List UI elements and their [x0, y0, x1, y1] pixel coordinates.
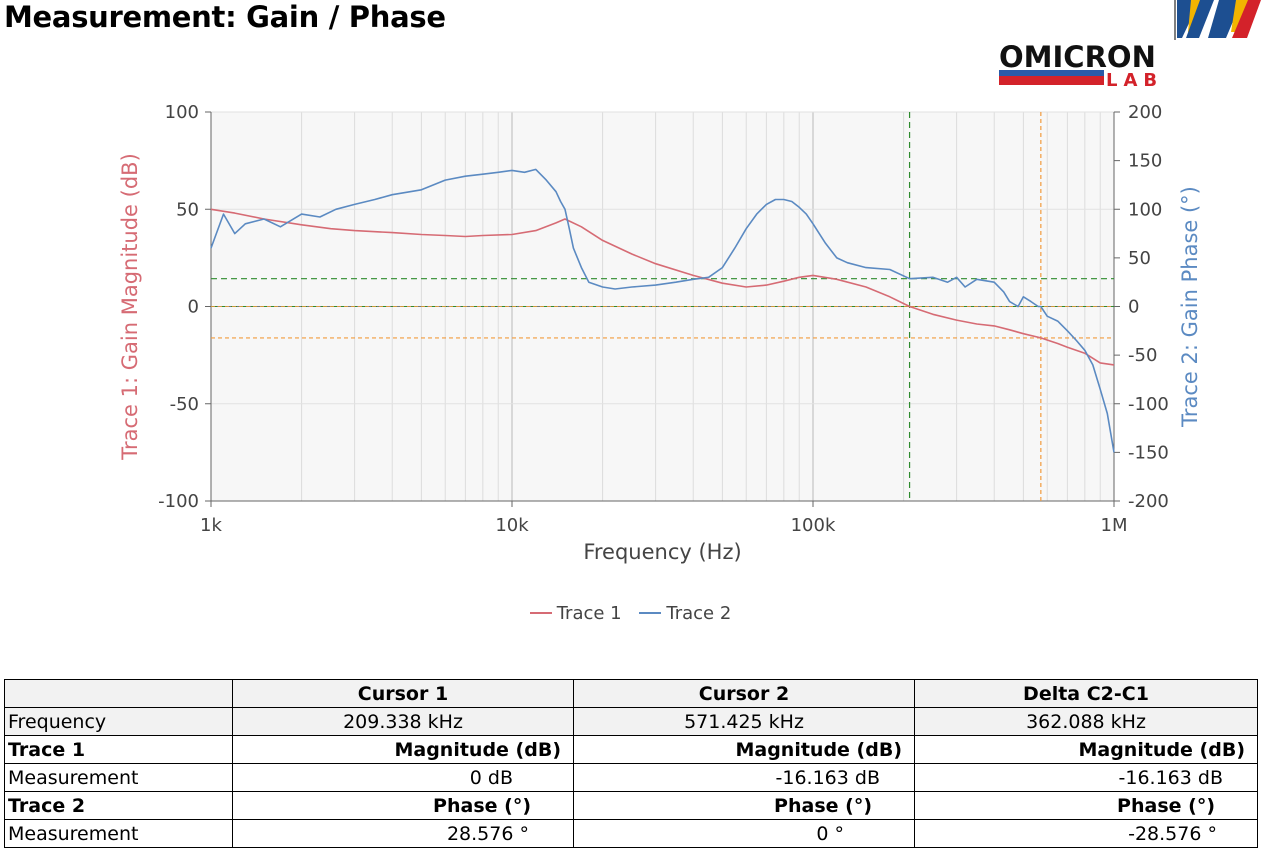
trace2-unit-delta: Phase (°) [914, 791, 1258, 820]
y-right-tick-label: 50 [1128, 248, 1151, 269]
table-row-trace1-measurement: Measurement 0 dB -16.163 dB -16.163 dB [4, 763, 1258, 792]
x-tick-label: 1M [1101, 515, 1128, 536]
y-axis-right-title: Trace 2: Gain Phase (°) [1178, 186, 1202, 428]
logo-text-omicron: OMICRON [999, 40, 1156, 74]
y-right-tick-label: 0 [1128, 297, 1139, 318]
chart-legend: Trace 1 Trace 2 [0, 598, 1261, 624]
trace1-value-cursor1: 0 dB [232, 763, 574, 792]
table-header-cursor2: Cursor 2 [573, 679, 915, 708]
table-header-row: Cursor 1 Cursor 2 Delta C2-C1 [4, 679, 1258, 708]
y-right-tick-label: -200 [1128, 491, 1169, 512]
legend-item-trace1: Trace 1 [529, 602, 622, 624]
y-right-tick-label: -100 [1128, 394, 1169, 415]
legend-label-trace2: Trace 2 [666, 602, 732, 624]
legend-label-trace1: Trace 1 [556, 602, 622, 624]
row-label-frequency: Frequency [4, 707, 233, 736]
row-label-trace1: Trace 1 [4, 735, 233, 764]
x-tick-label: 100k [791, 515, 836, 536]
row-label-trace2-measurement: Measurement [4, 819, 233, 848]
y-right-tick-label: -150 [1128, 442, 1169, 463]
y-left-tick-label: 0 [188, 297, 199, 318]
series-line-trace1 [210, 208, 1115, 366]
logo-emblem [1174, 0, 1261, 40]
x-tick-label: 1k [200, 515, 222, 536]
series-line-trace2 [210, 168, 1115, 453]
y-right-tick-label: 150 [1128, 151, 1162, 172]
row-label-trace1-measurement: Measurement [4, 763, 233, 792]
x-axis-title: Frequency (Hz) [583, 540, 741, 564]
trace2-value-cursor1: 28.576 ° [232, 819, 574, 848]
y-left-tick-label: 50 [176, 199, 199, 220]
trace2-value-cursor2: 0 ° [573, 819, 915, 848]
cursor-results-table: Cursor 1 Cursor 2 Delta C2-C1 Frequency … [4, 679, 1258, 848]
legend-item-trace2: Trace 2 [639, 603, 731, 624]
trace1-value-delta: -16.163 dB [914, 763, 1258, 792]
logo-text-lab: LAB [1106, 70, 1163, 91]
y-right-tick-label: 100 [1128, 199, 1162, 220]
y-right-tick-label: 200 [1128, 102, 1162, 123]
table-row-trace2-measurement: Measurement 28.576 ° 0 ° -28.576 ° [4, 819, 1258, 848]
trace1-unit-delta: Magnitude (dB) [914, 735, 1258, 764]
y-left-tick-label: -50 [170, 394, 199, 415]
y-left-tick-label: -100 [158, 491, 199, 512]
table-row-trace2-header: Trace 2 Phase (°) Phase (°) Phase (°) [4, 791, 1258, 820]
frequency-cursor2: 571.425 kHz [573, 707, 915, 736]
bode-chart: 1k 10k 100k 1M -100 -50 0 50 100 -200 -150 -100 -50 0… [118, 102, 1202, 564]
trace1-unit-cursor1: Magnitude (dB) [232, 735, 574, 764]
y-left-tick-label: 100 [165, 102, 199, 123]
trace1-unit-cursor2: Magnitude (dB) [573, 735, 915, 764]
row-label-trace2: Trace 2 [4, 791, 233, 820]
table-row-trace1-header: Trace 1 Magnitude (dB) Magnitude (dB) Ma… [4, 735, 1258, 764]
trace2-unit-cursor2: Phase (°) [573, 791, 915, 820]
y-right-tick-label: -50 [1128, 345, 1157, 366]
trace1-value-cursor2: -16.163 dB [573, 763, 915, 792]
table-header-blank [4, 679, 233, 708]
table-header-delta: Delta C2-C1 [914, 679, 1258, 708]
legend-swatch-trace2 [639, 612, 662, 614]
omicron-lab-logo: OMICRON LAB [999, 0, 1261, 91]
y-axis-left-title: Trace 1: Gain Magnitude (dB) [118, 153, 142, 461]
frequency-delta: 362.088 kHz [914, 707, 1258, 736]
trace2-unit-cursor1: Phase (°) [232, 791, 574, 820]
x-tick-label: 10k [495, 515, 529, 536]
trace2-value-delta: -28.576 ° [914, 819, 1258, 848]
legend-swatch-trace1 [529, 612, 552, 614]
table-row-frequency: Frequency 209.338 kHz 571.425 kHz 362.08… [4, 707, 1258, 736]
frequency-cursor1: 209.338 kHz [232, 707, 574, 736]
table-header-cursor1: Cursor 1 [232, 679, 574, 708]
page-title: Measurement: Gain / Phase [4, 0, 446, 34]
